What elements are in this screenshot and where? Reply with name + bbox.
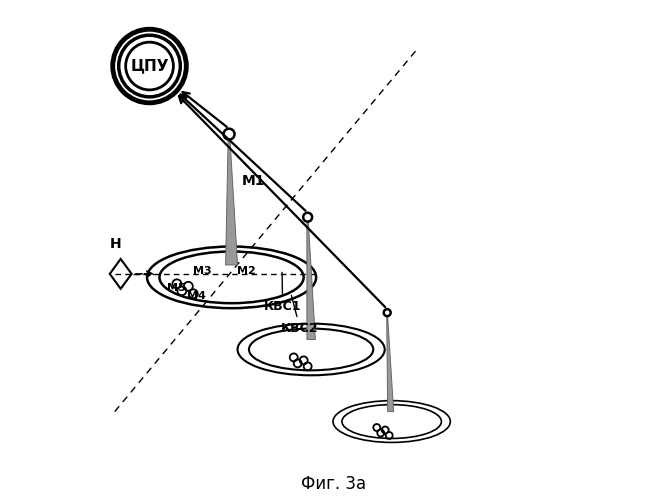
Polygon shape: [225, 140, 237, 265]
Circle shape: [223, 128, 235, 140]
Text: КВС2: КВС2: [281, 296, 319, 335]
Circle shape: [119, 35, 180, 97]
Text: КВС1: КВС1: [264, 272, 301, 312]
Text: M5: M5: [167, 283, 185, 293]
Text: Н: Н: [110, 237, 121, 251]
Text: M4: M4: [187, 290, 205, 300]
Text: M1: M1: [241, 174, 265, 188]
Text: Фиг. 3а: Фиг. 3а: [301, 474, 366, 492]
Text: ЦПУ: ЦПУ: [130, 58, 169, 74]
Text: M3: M3: [193, 266, 212, 276]
Circle shape: [113, 29, 186, 103]
Text: M2: M2: [237, 266, 255, 276]
Circle shape: [303, 212, 312, 222]
Circle shape: [125, 42, 173, 90]
Polygon shape: [307, 222, 315, 340]
Circle shape: [384, 309, 391, 316]
Polygon shape: [387, 317, 394, 412]
